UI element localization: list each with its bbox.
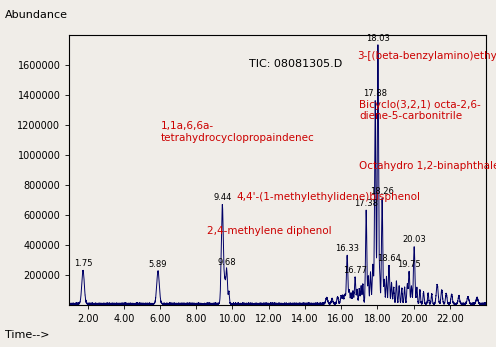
Text: 16.33: 16.33 xyxy=(335,244,359,253)
Text: Abundance: Abundance xyxy=(5,10,68,20)
Text: Time-->: Time--> xyxy=(5,330,50,340)
Text: 1.75: 1.75 xyxy=(74,259,92,268)
Text: 18.03: 18.03 xyxy=(366,34,390,43)
Text: 20.03: 20.03 xyxy=(402,235,426,244)
Text: 18.26: 18.26 xyxy=(370,187,394,196)
Text: Bicyclo(3,2,1) octa-2,6-
diene-5-carbonitrile: Bicyclo(3,2,1) octa-2,6- diene-5-carboni… xyxy=(359,100,481,121)
Text: 18.64: 18.64 xyxy=(377,254,401,263)
Text: 4,4'-(1-methylethylidene)bisphenol: 4,4'-(1-methylethylidene)bisphenol xyxy=(236,192,420,202)
Text: 17.88: 17.88 xyxy=(363,89,387,98)
Text: 19.75: 19.75 xyxy=(397,260,421,269)
Text: TIC: 08081305.D: TIC: 08081305.D xyxy=(248,59,342,69)
Text: 17.38: 17.38 xyxy=(354,199,378,208)
Text: 9.68: 9.68 xyxy=(217,257,236,266)
Text: 16.77: 16.77 xyxy=(343,266,367,275)
Text: 5.89: 5.89 xyxy=(149,260,167,269)
Text: 9.44: 9.44 xyxy=(213,193,232,202)
Text: 2,4-methylene diphenol: 2,4-methylene diphenol xyxy=(207,226,331,236)
Text: Octahydro 1,2-binaphthalene: Octahydro 1,2-binaphthalene xyxy=(359,161,496,171)
Text: 1,1a,6,6a-
tetrahydrocyclopropaindenec: 1,1a,6,6a- tetrahydrocyclopropaindenec xyxy=(161,121,315,143)
Text: 3-[(beta-benzylamino)ethyl]indole: 3-[(beta-benzylamino)ethyl]indole xyxy=(357,51,496,61)
